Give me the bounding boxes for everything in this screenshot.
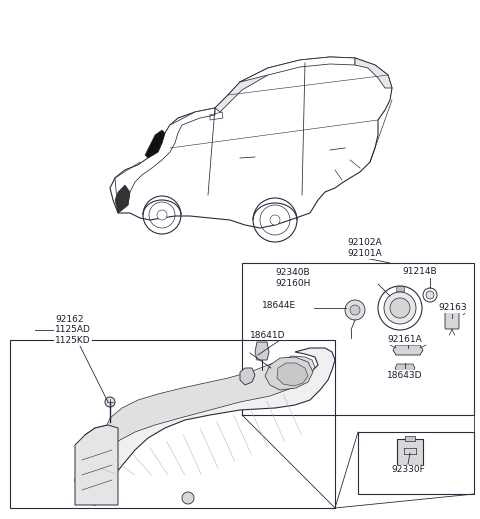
Polygon shape (396, 286, 404, 291)
Text: 18641D: 18641D (250, 331, 286, 339)
Circle shape (378, 286, 422, 330)
Circle shape (384, 292, 416, 324)
Polygon shape (145, 130, 165, 158)
Circle shape (345, 300, 365, 320)
Circle shape (426, 291, 434, 299)
Text: 92340B
92160H: 92340B 92160H (276, 268, 311, 288)
FancyBboxPatch shape (405, 436, 415, 441)
Polygon shape (240, 57, 355, 82)
Polygon shape (98, 356, 315, 468)
Polygon shape (110, 57, 392, 228)
Polygon shape (255, 342, 269, 360)
Text: 18643D: 18643D (387, 371, 423, 379)
Polygon shape (115, 108, 215, 213)
Polygon shape (75, 348, 335, 505)
Circle shape (105, 397, 115, 407)
Text: 92161A: 92161A (388, 335, 422, 345)
Polygon shape (215, 68, 268, 112)
Text: 18644E: 18644E (262, 301, 296, 309)
Text: 92162
1125AD
1125KD: 92162 1125AD 1125KD (55, 315, 91, 345)
Polygon shape (75, 425, 118, 505)
Circle shape (270, 215, 280, 225)
Circle shape (350, 305, 360, 315)
Text: 92163: 92163 (439, 304, 468, 312)
Polygon shape (355, 58, 392, 88)
Circle shape (157, 210, 167, 220)
FancyBboxPatch shape (445, 309, 459, 329)
Polygon shape (115, 185, 130, 213)
Text: 91214B: 91214B (403, 267, 437, 277)
Text: 92102A
92101A: 92102A 92101A (348, 238, 383, 258)
Polygon shape (277, 363, 308, 386)
Circle shape (182, 492, 194, 504)
Circle shape (423, 288, 437, 302)
FancyBboxPatch shape (397, 439, 423, 465)
Text: 92330F: 92330F (391, 466, 425, 474)
Polygon shape (240, 368, 255, 385)
Circle shape (390, 298, 410, 318)
Polygon shape (395, 364, 415, 372)
Polygon shape (265, 357, 313, 390)
Polygon shape (393, 345, 423, 355)
